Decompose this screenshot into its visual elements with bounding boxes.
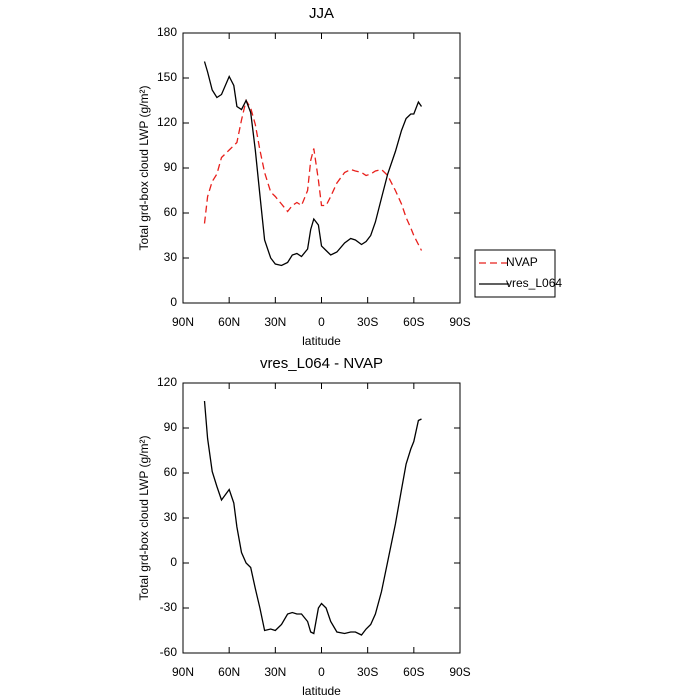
y-tick-label: -30: [160, 600, 178, 614]
x-tick-label: 30S: [357, 315, 378, 329]
legend-label: NVAP: [506, 255, 538, 269]
y-axis-label: Total grd-box cloud LWP (g/m²): [137, 86, 151, 251]
x-tick-label: 0: [318, 315, 325, 329]
x-axis-label: latitude: [302, 684, 341, 698]
x-tick-label: 90S: [449, 315, 470, 329]
x-tick-label: 30N: [264, 315, 286, 329]
y-tick-label: 120: [157, 115, 177, 129]
y-tick-label: 60: [164, 205, 178, 219]
y-tick-label: 0: [170, 555, 177, 569]
x-tick-label: 0: [318, 665, 325, 679]
y-tick-label: 180: [157, 25, 177, 39]
y-tick-label: 30: [164, 510, 178, 524]
x-tick-label: 60N: [218, 665, 240, 679]
y-tick-label: 150: [157, 70, 177, 84]
chart-title: vres_L064 - NVAP: [260, 355, 383, 372]
x-tick-label: 90S: [449, 665, 470, 679]
y-tick-label: 30: [164, 250, 178, 264]
y-tick-label: 90: [164, 160, 178, 174]
plot-frame: [182, 382, 461, 654]
y-tick-label: -60: [160, 645, 178, 659]
x-tick-label: 30N: [264, 665, 286, 679]
y-tick-label: 60: [164, 465, 178, 479]
legend-box: [474, 249, 556, 298]
x-tick-label: 90N: [172, 665, 194, 679]
legend-label: vres_L064: [506, 276, 562, 290]
y-tick-label: 0: [170, 295, 177, 309]
x-axis-label: latitude: [302, 334, 341, 348]
data-line: [203, 98, 423, 251]
y-tick-label: 120: [157, 375, 177, 389]
y-tick-label: 90: [164, 420, 178, 434]
data-line: [203, 61, 423, 267]
chart-title: JJA: [309, 5, 334, 22]
x-tick-label: 60S: [403, 665, 424, 679]
plot-frame: [182, 32, 461, 304]
x-tick-label: 60S: [403, 315, 424, 329]
x-tick-label: 60N: [218, 315, 240, 329]
x-tick-label: 30S: [357, 665, 378, 679]
y-axis-label: Total grd-box cloud LWP (g/m²): [137, 436, 151, 601]
x-tick-label: 90N: [172, 315, 194, 329]
data-line: [203, 400, 422, 636]
